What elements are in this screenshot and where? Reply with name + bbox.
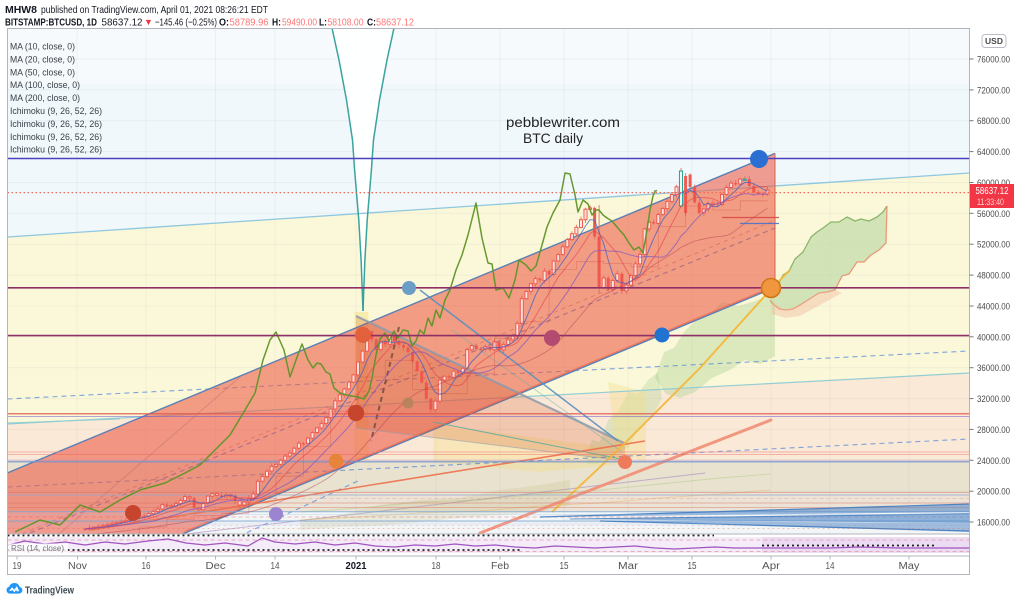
- svg-text:BITSTAMP:BTCUSD, 1D: BITSTAMP:BTCUSD, 1D: [5, 17, 97, 29]
- svg-text:−145.46 (−0.25%): −145.46 (−0.25%): [155, 17, 217, 29]
- svg-text:59490.00: 59490.00: [282, 17, 317, 29]
- svg-text:Mar: Mar: [618, 561, 639, 572]
- svg-text:58637.12: 58637.12: [976, 186, 1009, 197]
- svg-text:TradingView: TradingView: [25, 585, 75, 597]
- svg-text:MA (50, close, 0): MA (50, close, 0): [10, 67, 75, 78]
- svg-text:May: May: [899, 561, 920, 572]
- svg-text:O:: O:: [219, 17, 229, 29]
- svg-text:C:: C:: [367, 17, 376, 29]
- svg-text:52000.00: 52000.00: [977, 240, 1010, 251]
- svg-text:15: 15: [560, 561, 569, 572]
- svg-text:Ichimoku (9, 26, 52, 26): Ichimoku (9, 26, 52, 26): [10, 132, 102, 143]
- svg-text:Apr: Apr: [762, 561, 781, 572]
- svg-text:24000.00: 24000.00: [977, 456, 1010, 467]
- svg-text:H:: H:: [272, 17, 281, 29]
- svg-text:16: 16: [142, 561, 151, 572]
- svg-text:60000.00: 60000.00: [977, 178, 1010, 189]
- svg-text:58637.12: 58637.12: [102, 17, 143, 29]
- svg-text:MHW8: MHW8: [5, 4, 37, 16]
- svg-text:44000.00: 44000.00: [977, 302, 1010, 313]
- svg-text:L:: L:: [319, 17, 327, 29]
- svg-text:MA (20, close, 0): MA (20, close, 0): [10, 54, 75, 65]
- svg-text:Nov: Nov: [68, 561, 87, 572]
- svg-text:19: 19: [13, 561, 22, 572]
- svg-text:18: 18: [432, 561, 441, 572]
- svg-text:40000.00: 40000.00: [977, 332, 1010, 343]
- svg-text:56000.00: 56000.00: [977, 209, 1010, 220]
- svg-text:Ichimoku (9, 26, 52, 26): Ichimoku (9, 26, 52, 26): [10, 119, 102, 130]
- svg-text:58637.12: 58637.12: [376, 17, 414, 29]
- svg-text:pebblewriter.com: pebblewriter.com: [506, 114, 620, 130]
- svg-text:15: 15: [688, 561, 697, 572]
- svg-text:36000.00: 36000.00: [977, 363, 1010, 374]
- svg-text:72000.00: 72000.00: [977, 85, 1010, 96]
- svg-text:68000.00: 68000.00: [977, 116, 1010, 127]
- svg-text:Ichimoku (9, 26, 52, 26): Ichimoku (9, 26, 52, 26): [10, 106, 102, 117]
- svg-text:Ichimoku (9, 26, 52, 26): Ichimoku (9, 26, 52, 26): [10, 145, 102, 156]
- svg-text:BTC daily: BTC daily: [523, 130, 583, 146]
- svg-text:USD: USD: [985, 36, 1003, 46]
- svg-text:Dec: Dec: [206, 561, 226, 572]
- svg-text:64000.00: 64000.00: [977, 147, 1010, 158]
- svg-text:16000.00: 16000.00: [977, 518, 1010, 529]
- svg-text:11:33:40: 11:33:40: [977, 197, 1004, 207]
- svg-text:MA (200, close, 0): MA (200, close, 0): [10, 93, 80, 104]
- svg-text:76000.00: 76000.00: [977, 55, 1010, 66]
- svg-text:20000.00: 20000.00: [977, 487, 1010, 498]
- svg-text:▼: ▼: [144, 17, 153, 27]
- svg-text:58108.00: 58108.00: [328, 17, 364, 29]
- svg-text:32000.00: 32000.00: [977, 394, 1010, 405]
- svg-text:Feb: Feb: [491, 561, 509, 572]
- svg-text:RSI (14, close): RSI (14, close): [11, 543, 64, 553]
- svg-text:48000.00: 48000.00: [977, 271, 1010, 282]
- svg-text:28000.00: 28000.00: [977, 425, 1010, 436]
- svg-text:published on TradingView.com,: published on TradingView.com, April 01, …: [41, 4, 268, 16]
- svg-text:58789.96: 58789.96: [230, 17, 269, 29]
- svg-text:14: 14: [271, 561, 280, 572]
- svg-text:2021: 2021: [346, 561, 367, 572]
- svg-text:MA (10, close, 0): MA (10, close, 0): [10, 42, 75, 53]
- svg-text:MA (100, close, 0): MA (100, close, 0): [10, 80, 80, 91]
- svg-text:14: 14: [826, 561, 835, 572]
